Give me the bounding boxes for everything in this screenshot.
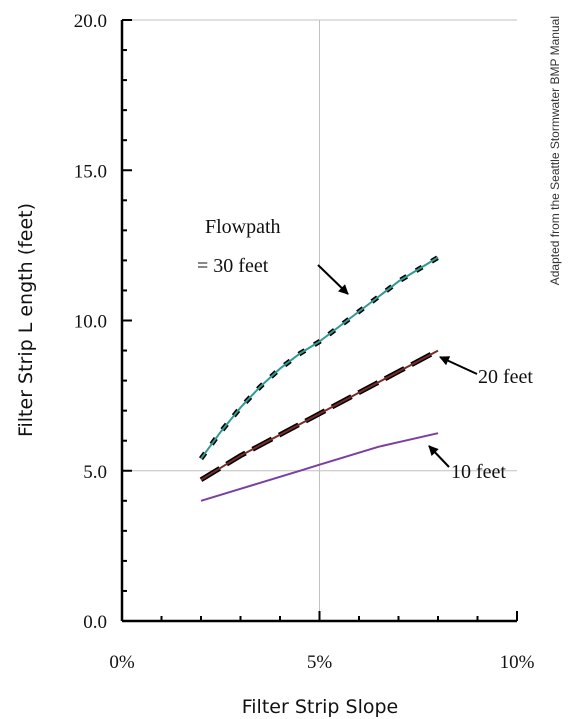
arrow-10-feet	[428, 445, 450, 468]
y-tick-labels: 0.0 5.0 10.0 15.0 20.0	[74, 11, 107, 633]
y-tick-label: 15.0	[74, 161, 107, 182]
x-tick-label: 10%	[500, 652, 535, 673]
credit-text: Adapted from the Seattle Stormwater BMP …	[548, 16, 562, 285]
series-line	[200, 349, 439, 481]
y-tick-label: 10.0	[74, 312, 107, 333]
y-tick-label: 20.0	[74, 11, 107, 32]
y-tick-label: 0.0	[83, 612, 107, 633]
x-tick-labels: 0% 5% 10%	[109, 652, 534, 673]
arrow-20-feet	[439, 356, 478, 375]
annotation-10-feet: 10 feet	[451, 461, 506, 483]
grid-lines	[122, 19, 517, 621]
y-axis-title: Filter Strip L ength (feet)	[15, 203, 37, 437]
annotation-30-feet: = 30 feet	[197, 255, 269, 277]
series-line	[200, 256, 439, 460]
arrow-30-feet	[317, 264, 349, 295]
y-tick-label: 5.0	[83, 462, 107, 483]
x-axis-title: Filter Strip Slope	[242, 696, 399, 718]
series-line	[200, 432, 439, 502]
annotation-flowpath: Flowpath	[205, 216, 281, 238]
x-tick-label: 0%	[109, 652, 135, 673]
annotation-20-feet: 20 feet	[478, 366, 533, 388]
series-lines	[198, 255, 440, 502]
axes	[120, 19, 518, 623]
x-tick-label: 5%	[307, 652, 333, 673]
